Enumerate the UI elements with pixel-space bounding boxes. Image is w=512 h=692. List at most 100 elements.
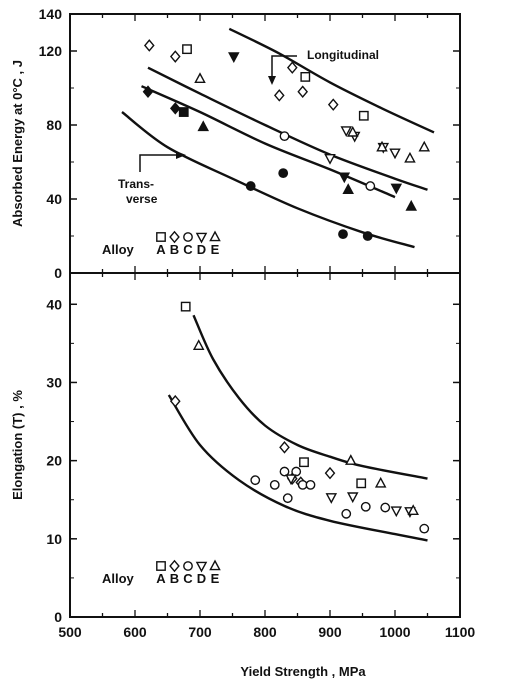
data-point-c (305, 479, 316, 490)
trend-curve (121, 111, 415, 249)
legend-marker (156, 561, 166, 571)
x-tick-label: 900 (318, 624, 342, 640)
data-point-c-filled (245, 181, 256, 191)
data-point-c (341, 508, 352, 519)
data-point-e-filled (405, 199, 418, 211)
y-tick-label: 80 (46, 117, 62, 133)
data-point-a (358, 110, 369, 121)
data-point-b (279, 441, 290, 454)
data-point-c-filled (362, 231, 373, 241)
y-tick-label: 20 (46, 453, 62, 469)
data-point-b (297, 85, 309, 98)
data-point-a (356, 478, 367, 489)
data-point-b-filled (169, 102, 181, 115)
leader-line (139, 154, 178, 172)
data-point-c (279, 466, 290, 477)
legend-marker (169, 230, 180, 244)
legend-marker (209, 230, 221, 242)
data-point-a (300, 71, 311, 82)
data-point-d-filled (390, 183, 403, 195)
data-point-a-filled (178, 107, 189, 117)
data-point-c (291, 466, 302, 477)
legend-key: B (170, 571, 179, 586)
x-tick-label: 1100 (445, 624, 476, 640)
legend-key: A (156, 242, 166, 257)
data-point-e-filled (197, 120, 210, 132)
data-point-e (418, 140, 431, 152)
data-point-b (169, 50, 181, 63)
legend-key: A (156, 571, 166, 586)
data-point-b-filled (142, 85, 154, 98)
legend-key: D (197, 242, 206, 257)
y-tick-label: 140 (39, 6, 63, 22)
data-point-e-filled (342, 183, 354, 195)
data-point-b (143, 39, 155, 52)
data-point-e (346, 125, 359, 137)
legend-key: C (183, 242, 193, 257)
data-point-d (285, 474, 297, 486)
data-point-b (286, 61, 298, 74)
annotation-transverse: verse (126, 192, 158, 206)
data-point-d (390, 506, 403, 518)
data-point-b (273, 89, 285, 102)
legend-marker (169, 559, 180, 573)
x-tick-label: 700 (188, 624, 212, 640)
data-point-c (360, 501, 371, 512)
x-tick-label: 500 (58, 624, 82, 640)
data-point-d-filled (228, 52, 240, 64)
leader-line (271, 55, 297, 80)
data-point-e (407, 504, 419, 515)
plot-frame (69, 272, 461, 618)
arrow-head (176, 151, 186, 159)
trend-curve (141, 85, 396, 199)
data-point-e (404, 151, 416, 163)
data-point-c-filled (278, 168, 289, 179)
y-axis-title: Absorbed Energy at 0°C , J (10, 60, 25, 227)
legend-marker (183, 561, 193, 571)
legend-key: E (211, 571, 220, 586)
elongation-panel: 0 10 20 30 40 500 600 700 800 900 1000 1100 Elongati… (10, 272, 476, 640)
legend-title: Alloy (102, 242, 135, 257)
y-tick-label: 0 (54, 265, 62, 281)
data-point-c (380, 502, 391, 513)
legend-marker (195, 561, 208, 573)
data-point-c (365, 181, 376, 191)
data-point-d (324, 153, 336, 165)
data-point-a (299, 457, 309, 468)
legend-marker (209, 559, 221, 571)
y-tick-label: 120 (39, 43, 63, 59)
x-tick-label: 800 (253, 624, 277, 640)
legend-marker (183, 232, 193, 242)
legend-title: Alloy (102, 571, 135, 586)
y-axis-title: Elongation (T) , % (10, 390, 25, 500)
legend-key: E (211, 242, 220, 257)
data-point-e (374, 476, 387, 488)
data-point-d (346, 492, 359, 504)
x-tick-label: 1000 (379, 624, 410, 640)
data-point-c (279, 131, 290, 142)
legend-key: C (183, 571, 193, 586)
data-point-c (269, 479, 280, 490)
data-point-b (327, 98, 339, 111)
x-tick-label: 600 (123, 624, 147, 640)
data-point-d (340, 126, 353, 138)
data-point-b (169, 394, 181, 408)
annotation-transverse: Trans- (118, 177, 154, 191)
trend-curve (228, 27, 435, 134)
data-point-c (419, 523, 430, 534)
annotation-longitudinal: Longitudinal (307, 48, 379, 62)
data-point-e (192, 339, 205, 351)
trend-curve (167, 394, 428, 542)
arrow-head (268, 76, 276, 85)
trend-curve (192, 314, 428, 480)
y-tick-label: 40 (46, 296, 62, 312)
data-point-b (324, 466, 336, 480)
data-point-d-filled (338, 172, 351, 184)
data-point-c-filled (338, 229, 348, 240)
y-tick-label: 0 (54, 609, 62, 625)
data-point-c (250, 475, 261, 486)
y-tick-label: 10 (46, 531, 62, 547)
data-point-d (325, 493, 338, 504)
y-tick-label: 40 (46, 191, 62, 207)
legend-key: B (170, 242, 179, 257)
